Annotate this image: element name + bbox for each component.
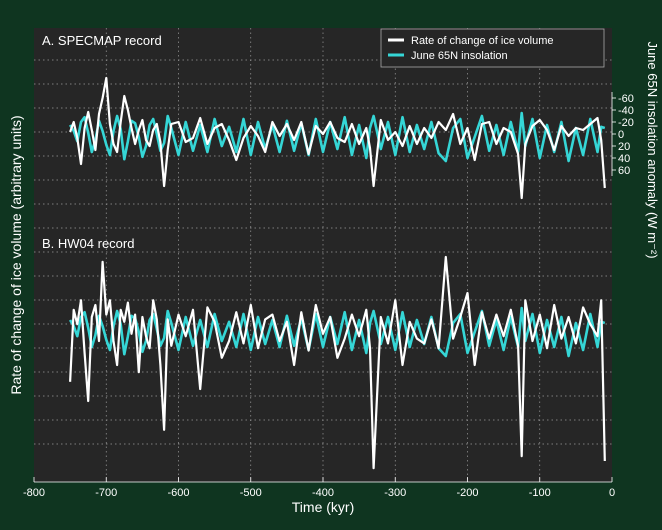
y2-tick-label: -20 (618, 117, 634, 129)
y2-tick-label: 20 (618, 141, 630, 153)
panel-a (68, 76, 606, 200)
x-axis: -800 -700 -600 -500 -400 -300 -200 -100 0 (23, 477, 615, 499)
x-tick-label: -600 (167, 487, 189, 499)
y-axis-right-title: June 65N insolation anomaly (W m⁻²) (645, 41, 660, 258)
x-axis-title: Time (kyr) (292, 499, 354, 515)
panel-b-ice-line (69, 255, 606, 470)
y-axis-left-title: Rate of change of ice volume (arbitrary … (8, 115, 24, 394)
x-tick-label: -500 (240, 487, 262, 499)
x-tick-label: -200 (456, 487, 478, 499)
x-tick-label: -700 (95, 487, 117, 499)
legend: Rate of change of ice volume June 65N in… (380, 28, 605, 68)
panel-a-ice-line (69, 76, 606, 200)
x-tick-label: -400 (312, 487, 334, 499)
legend-box (380, 28, 605, 68)
x-tick-label: -800 (23, 487, 45, 499)
y2-tick-label: -60 (618, 93, 634, 105)
x-tick-label: 0 (609, 487, 615, 499)
y2-tick-label: -40 (618, 105, 634, 117)
panel-b-title: B. HW04 record (42, 236, 134, 251)
panel-b (68, 255, 606, 470)
legend-insolation-label: June 65N insolation (411, 50, 508, 62)
x-tick-label: -300 (384, 487, 406, 499)
y2-tick-label: 40 (618, 153, 630, 165)
y2-tick-label: 0 (618, 129, 624, 141)
legend-ice-label: Rate of change of ice volume (411, 35, 553, 47)
y2-tick-label: 60 (618, 165, 630, 177)
panel-a-insolation-line (68, 111, 606, 163)
panel-a-title: A. SPECMAP record (42, 33, 162, 48)
x-tick-label: -100 (529, 487, 551, 499)
